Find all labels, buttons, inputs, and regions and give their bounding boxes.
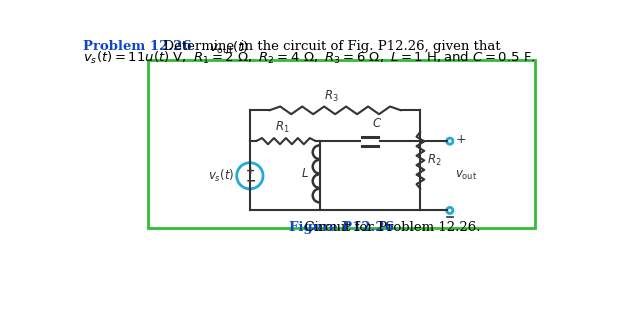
- Text: $v_{\rm out}(t)$: $v_{\rm out}(t)$: [209, 39, 248, 55]
- Text: $R_1$: $R_1$: [275, 120, 290, 135]
- Text: in the circuit of Fig. P12.26, given that: in the circuit of Fig. P12.26, given tha…: [232, 39, 500, 52]
- Text: Problem 12.26: Problem 12.26: [83, 39, 192, 52]
- Text: $v_{\rm out}$: $v_{\rm out}$: [455, 169, 478, 182]
- Text: $C$: $C$: [371, 117, 382, 130]
- Text: $R_2$: $R_2$: [427, 153, 441, 168]
- Text: $R_3$: $R_3$: [324, 89, 338, 104]
- Text: +: +: [455, 133, 466, 146]
- Text: $v_s(t) = 11u(t)\ \mathrm{V},\ R_1 = 2\ \Omega,\ R_2 = 4\ \Omega,\ R_3 = 6\ \Ome: $v_s(t) = 11u(t)\ \mathrm{V},\ R_1 = 2\ …: [83, 50, 536, 66]
- Text: Determine: Determine: [156, 39, 239, 52]
- Text: Circuit for Problem 12.26.: Circuit for Problem 12.26.: [295, 221, 480, 234]
- FancyBboxPatch shape: [147, 60, 535, 228]
- Text: −: −: [245, 175, 256, 188]
- Text: +: +: [246, 166, 255, 176]
- Text: $v_s(t)$: $v_s(t)$: [208, 168, 234, 184]
- Text: Figure P12.26: Figure P12.26: [289, 221, 394, 234]
- Text: $L$: $L$: [301, 167, 309, 180]
